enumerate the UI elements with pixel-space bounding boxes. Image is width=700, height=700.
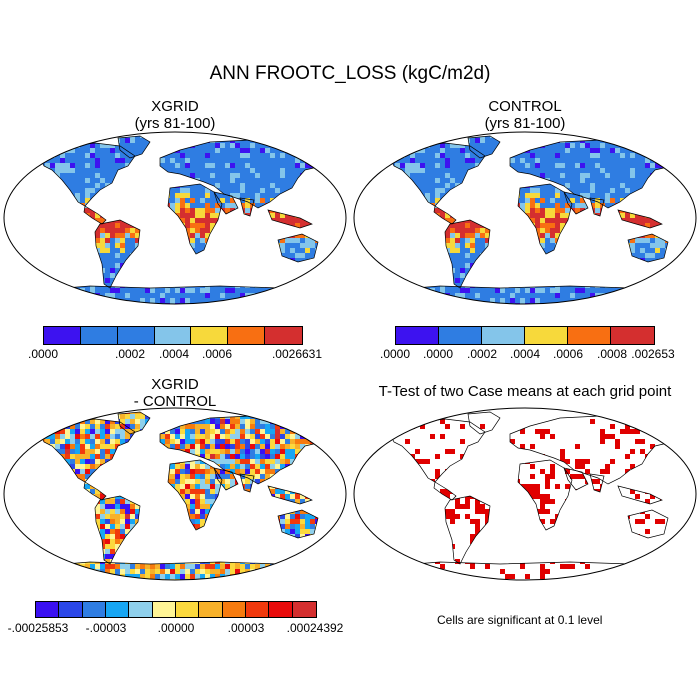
colorbar-swatch	[129, 602, 153, 617]
colorbar-swatch	[36, 602, 60, 617]
colorbar-xgrid-label: .0002	[114, 347, 146, 361]
colorbar-control-label: .0004	[509, 347, 541, 361]
colorbar-control-label: .0008	[596, 347, 628, 361]
colorbar-control	[395, 326, 655, 345]
colorbar-swatch	[191, 327, 229, 344]
panel-title-control-line1: CONTROL	[488, 98, 562, 115]
colorbar-diff-label: .00024392	[286, 621, 344, 635]
panel-title-xgrid-line2: (yrs 81-100)	[134, 115, 216, 132]
figure-title: ANN FROOTC_LOSS (kgC/m2d)	[209, 63, 491, 84]
coastline-arabia	[563, 467, 589, 491]
colorbar-xgrid	[43, 326, 303, 345]
colorbar-swatch	[152, 602, 176, 617]
colorbar-control-label: .0000	[379, 347, 411, 361]
colorbar-swatch	[59, 602, 83, 617]
colorbar-swatch	[292, 602, 316, 617]
colorbar-xgrid-label: .0026631	[271, 347, 323, 361]
colorbar-diff-label: .00003	[227, 621, 265, 635]
coastline-seAsia	[617, 485, 663, 505]
coastline-centralAmerica	[83, 205, 107, 225]
coastline-northAmerica	[389, 142, 486, 207]
colorbar-swatch	[568, 327, 611, 344]
panel-title-ttest-line1: T-Test of two Case means at each grid po…	[378, 383, 672, 400]
map-frame	[3, 131, 347, 305]
colorbar-diff-label: -.00025853	[7, 621, 69, 635]
coastline-india	[239, 473, 255, 493]
panel-title-xgrid: XGRID (yrs 81-100)	[55, 98, 295, 132]
map-ttest	[353, 407, 697, 581]
colorbar-control-label: .0000	[422, 347, 454, 361]
coastline-northAmerica	[39, 418, 136, 483]
colorbar-swatch	[265, 327, 302, 344]
map-control	[353, 131, 697, 305]
panel-title-ttest: T-Test of two Case means at each grid po…	[350, 383, 700, 400]
panel-title-control-line2: (yrs 81-100)	[484, 115, 566, 132]
colorbar-swatch	[482, 327, 525, 344]
colorbar-swatch	[396, 327, 439, 344]
colorbar-xgrid-label: .0000	[27, 347, 59, 361]
colorbar-swatch	[199, 602, 223, 617]
panel-title-diff-line2: - CONTROL	[133, 393, 217, 410]
colorbar-xgrid-label: .0004	[158, 347, 190, 361]
colorbar-swatch	[44, 327, 81, 344]
coastline-seAsia	[267, 209, 313, 229]
significance-note: Cells are significant at 0.1 level	[437, 613, 603, 627]
colorbar-diff	[35, 601, 317, 618]
colorbar-swatch	[439, 327, 482, 344]
coastline-australia	[627, 509, 669, 539]
coastline-southAmerica	[94, 219, 141, 289]
colorbar-swatch	[222, 602, 246, 617]
map-frame	[353, 131, 697, 305]
panel-title-diff-line1: XGRID	[151, 376, 199, 393]
panel-title-diff: XGRID - CONTROL	[55, 376, 295, 410]
coastline-greenland	[467, 411, 501, 435]
coastline-australia	[277, 233, 319, 263]
panel-title-control: CONTROL (yrs 81-100)	[405, 98, 645, 132]
coastline-seAsia	[267, 485, 313, 505]
coastline-india	[589, 473, 605, 493]
colorbar-swatch	[117, 327, 155, 344]
colorbar-swatch	[82, 602, 106, 617]
coastline-centralAmerica	[83, 481, 107, 501]
coastline-india	[239, 197, 255, 217]
colorbar-control-label: .0002	[466, 347, 498, 361]
colorbar-swatch	[154, 327, 192, 344]
coastline-northAmerica	[389, 418, 486, 483]
colorbar-control-label: .002653	[631, 347, 675, 361]
colorbar-swatch	[611, 327, 654, 344]
coastline-australia	[277, 509, 319, 539]
colorbar-swatch	[525, 327, 568, 344]
colorbar-diff-label: -.00003	[85, 621, 127, 635]
map-frame	[353, 407, 697, 581]
colorbar-swatch	[80, 327, 118, 344]
colorbar-swatch	[175, 602, 200, 617]
map-frame	[3, 407, 347, 581]
colorbar-swatch	[228, 327, 266, 344]
map-xgrid	[3, 131, 347, 305]
colorbar-swatch	[105, 602, 130, 617]
colorbar-control-label: .0006	[552, 347, 584, 361]
panel-title-xgrid-line1: XGRID	[151, 98, 199, 115]
coastline-greenland	[117, 411, 151, 435]
coastline-india	[589, 197, 605, 217]
coastline-centralAmerica	[433, 205, 457, 225]
coastline-greenland	[117, 135, 151, 159]
coastline-arabia	[563, 191, 589, 215]
colorbar-swatch	[269, 602, 293, 617]
coastline-arabia	[213, 467, 239, 491]
coastline-arabia	[213, 191, 239, 215]
colorbar-swatch	[245, 602, 270, 617]
coastline-greenland	[467, 135, 501, 159]
colorbar-xgrid-label: .0006	[201, 347, 233, 361]
coastline-southAmerica	[444, 219, 491, 289]
coastline-australia	[627, 233, 669, 263]
colorbar-diff-label: .00000	[157, 621, 195, 635]
map-diff	[3, 407, 347, 581]
coastline-centralAmerica	[433, 481, 457, 501]
coastline-southAmerica	[444, 495, 491, 565]
coastline-seAsia	[617, 209, 663, 229]
coastline-northAmerica	[39, 142, 136, 207]
coastline-southAmerica	[94, 495, 141, 565]
